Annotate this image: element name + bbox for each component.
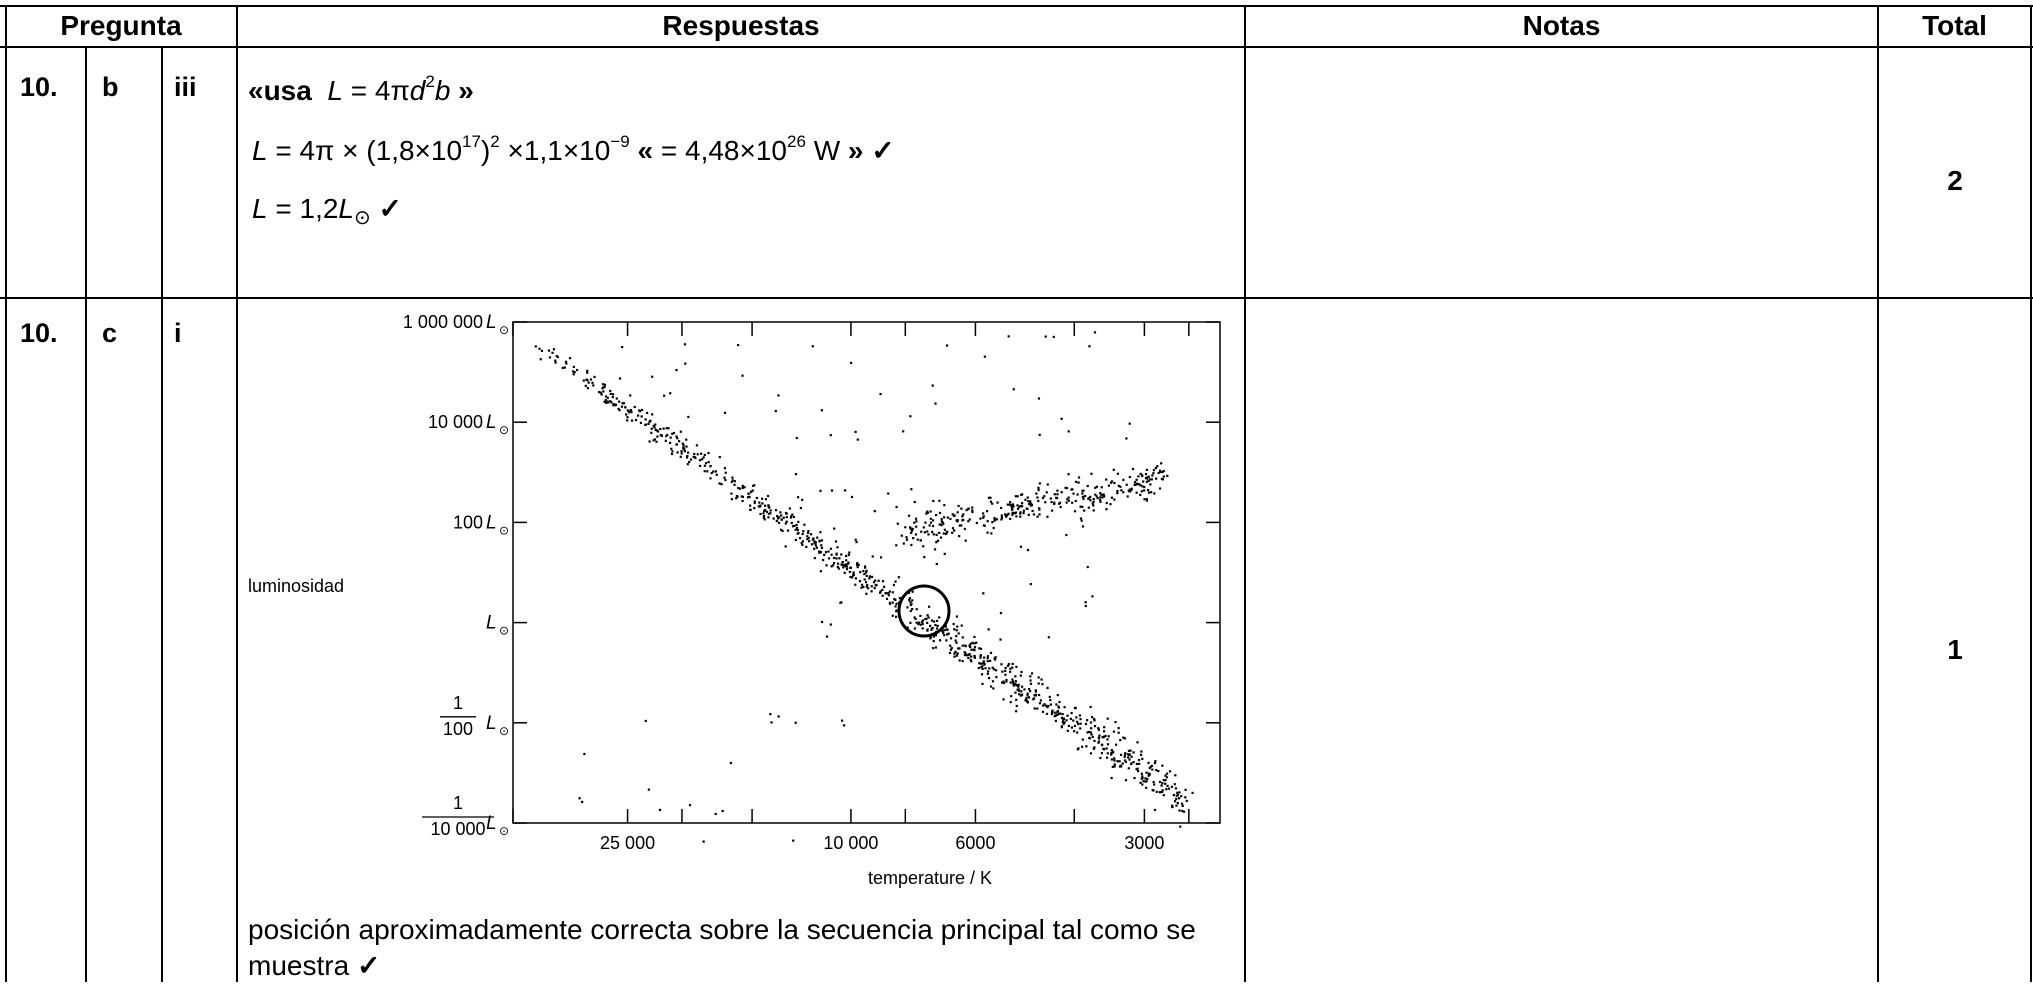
header-divider: [0, 46, 2033, 48]
distance-value: (1,8×10: [366, 135, 463, 166]
svg-text:100: 100: [443, 719, 473, 739]
svg-text:L: L: [486, 412, 497, 433]
svg-text:⊙: ⊙: [499, 824, 509, 838]
hr-diagram: luminosidad 1 000 000 L ⊙10 000 L ⊙100 L ⊙L ⊙11…: [248, 312, 1221, 888]
svg-text:⊙: ⊙: [499, 423, 509, 437]
svg-text:10 000: 10 000: [430, 819, 485, 839]
x-axis-label: temperature / K: [868, 868, 992, 888]
close-quote: »: [458, 75, 474, 106]
check-mark-icon: ✓: [871, 135, 895, 166]
svg-text:L: L: [486, 813, 497, 834]
star-points: [534, 331, 1194, 843]
row1-question-roman: iii: [174, 72, 197, 102]
y-tick-label: 1 000 000 L ⊙: [403, 312, 509, 337]
plot-frame: [512, 321, 1221, 824]
brightness-value: ×1,1×10: [507, 135, 611, 166]
col-border-notas: [1877, 5, 1879, 982]
header-pregunta: Pregunta: [60, 10, 182, 41]
svg-text:⊙: ⊙: [499, 624, 509, 638]
row2-answer-text: posición aproximadamente correcta sobre …: [248, 914, 1196, 981]
luminosity-result: = 4,48×10: [660, 135, 787, 166]
svg-text:⊙: ⊙: [499, 724, 509, 738]
x-tick-label: 3000: [1124, 833, 1164, 853]
y-tick-label: L ⊙: [486, 613, 509, 638]
col-border-right: [2030, 5, 2032, 982]
header-respuestas: Respuestas: [662, 10, 820, 41]
unit-watt: W: [813, 135, 841, 166]
col-border-respuestas: [1244, 5, 1246, 982]
check-mark-icon: ✓: [378, 193, 403, 224]
col-border-letter: [161, 46, 163, 982]
open-quote: «usa: [248, 75, 312, 106]
y-axis-label: luminosidad: [248, 576, 344, 596]
y-tick-label: 10 000 L ⊙: [428, 412, 509, 437]
col-border-pregunta: [236, 5, 238, 982]
row2-question-letter: c: [102, 318, 118, 348]
row1-total: 2: [1947, 165, 1963, 196]
x-tick-label: 6000: [955, 833, 995, 853]
y-tick-label: 1 10 000 L ⊙: [422, 793, 509, 839]
row-divider: [0, 297, 2033, 299]
check-mark-icon: ✓: [356, 950, 381, 981]
svg-text:1: 1: [453, 793, 463, 813]
col-border-num: [85, 46, 87, 982]
x-tick-labels: 25 000 10 000 6000 3000: [600, 833, 1164, 853]
row1-formula-line2: L = 4π × (1,8×1017)2 ×1,1×10−9 « = 4,48×…: [252, 132, 895, 166]
svg-text:1 000 000: 1 000 000: [403, 312, 483, 332]
header-notas: Notas: [1522, 10, 1601, 41]
svg-text:⊙: ⊙: [499, 323, 509, 337]
luminosity-ratio: = 1,2: [275, 193, 339, 224]
svg-text:1: 1: [453, 693, 463, 713]
svg-text:L: L: [486, 312, 497, 333]
table-top-border: [0, 5, 2033, 7]
y-tick-label: 100 L ⊙: [453, 512, 509, 537]
row2-total: 1: [1947, 634, 1963, 665]
svg-text:L: L: [486, 713, 497, 734]
row2-question-roman: i: [174, 318, 182, 348]
x-tick-label: 10 000: [823, 833, 878, 853]
row1-formula-line1: «usa L = 4πd2b »: [248, 72, 474, 106]
row1-question-number: 10.: [20, 72, 58, 102]
svg-text:⊙: ⊙: [499, 523, 509, 537]
y-tick-label: 1 100 L ⊙: [440, 693, 509, 739]
sun-position-marker: [897, 584, 951, 638]
svg-text:L: L: [486, 613, 497, 634]
row1-question-letter: b: [102, 72, 119, 102]
row2-question-number: 10.: [20, 318, 58, 348]
axis-ticks: [512, 321, 1220, 824]
svg-text:100: 100: [453, 512, 483, 532]
col-border-left: [5, 5, 7, 982]
svg-text:10 000: 10 000: [428, 412, 483, 432]
row1-formula-line3: L = 1,2L⊙ ✓: [252, 193, 403, 229]
x-tick-label: 25 000: [600, 833, 655, 853]
svg-text:L: L: [486, 512, 497, 533]
header-total: Total: [1922, 10, 1987, 41]
